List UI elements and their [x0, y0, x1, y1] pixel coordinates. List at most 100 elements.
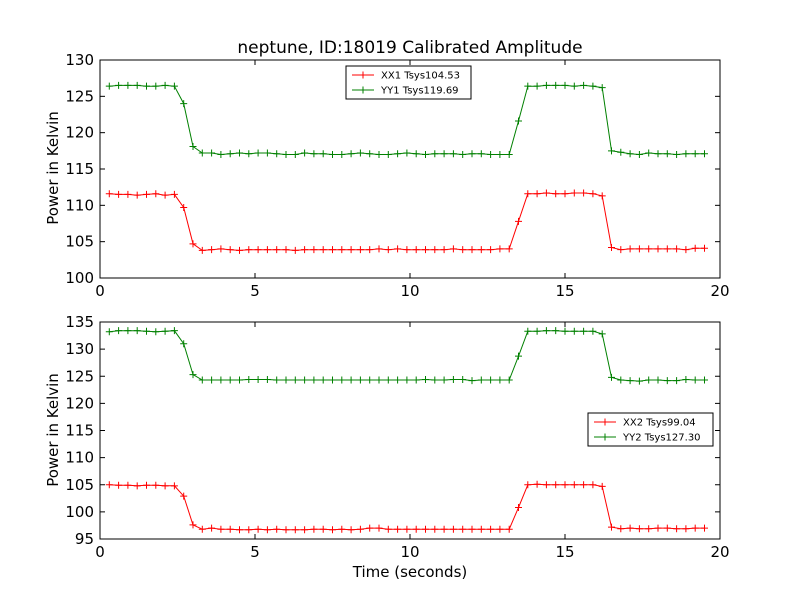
- data-point: [198, 149, 206, 157]
- data-point: [403, 149, 411, 157]
- x-tick-label: 20: [710, 543, 729, 561]
- data-point: [477, 246, 485, 254]
- y-axis-label-top: Power in Kelvin: [44, 111, 62, 225]
- data-point: [459, 525, 467, 533]
- data-point: [394, 150, 402, 158]
- data-point: [487, 246, 495, 254]
- data-point: [440, 525, 448, 533]
- data-point: [431, 376, 439, 384]
- x-tick-label: 0: [95, 282, 105, 300]
- data-point: [701, 244, 708, 252]
- data-point: [375, 524, 383, 532]
- data-point: [217, 525, 225, 533]
- data-point: [617, 246, 625, 254]
- data-point: [691, 524, 699, 532]
- data-point: [356, 525, 364, 533]
- data-point: [542, 189, 550, 197]
- data-point: [245, 376, 253, 384]
- data-point: [189, 521, 197, 529]
- data-point: [115, 327, 123, 335]
- chart-title: neptune, ID:18019 Calibrated Amplitude: [237, 38, 582, 58]
- data-point: [682, 376, 690, 384]
- data-point: [654, 150, 662, 158]
- data-point: [515, 117, 522, 125]
- data-point: [626, 245, 634, 253]
- data-point: [505, 150, 513, 158]
- data-point: [180, 492, 188, 500]
- bottom-panel: 0 5 10 15 20 95 100 105 110 115 120 125 130 135 XX2 Ts…: [65, 313, 729, 561]
- data-point: [115, 190, 123, 198]
- data-point: [691, 150, 699, 158]
- data-point: [598, 84, 606, 92]
- data-point: [654, 524, 662, 532]
- data-point: [542, 81, 550, 89]
- data-point: [329, 376, 336, 384]
- data-point: [236, 246, 243, 254]
- data-point: [552, 190, 560, 198]
- data-point: [654, 245, 662, 253]
- data-point: [598, 192, 606, 200]
- data-point: [375, 150, 383, 158]
- data-point: [673, 525, 681, 533]
- data-point: [496, 525, 504, 533]
- data-point: [608, 523, 615, 531]
- data-point: [366, 524, 374, 532]
- data-point: [143, 190, 150, 198]
- data-point: [291, 526, 299, 534]
- data-point: [682, 246, 690, 254]
- data-point: [301, 376, 309, 384]
- data-point: [394, 245, 402, 253]
- data-point: [645, 376, 653, 384]
- y-tick-label: 100: [65, 503, 94, 521]
- y-tick-label: 115: [65, 160, 94, 178]
- data-point: [245, 526, 253, 534]
- data-point: [161, 482, 169, 490]
- data-point: [487, 376, 495, 384]
- y-tick-label: 120: [65, 394, 94, 412]
- y-tick-label: 120: [65, 124, 94, 142]
- data-point: [403, 376, 411, 384]
- legend-marker: [601, 418, 609, 426]
- data-point: [310, 150, 318, 158]
- data-point: [589, 481, 597, 489]
- data-point: [282, 246, 290, 254]
- data-point: [431, 525, 439, 533]
- data-point: [570, 481, 578, 489]
- data-point: [254, 246, 262, 254]
- data-point: [143, 481, 150, 489]
- data-point: [115, 481, 123, 489]
- data-point: [542, 481, 550, 489]
- data-point: [263, 376, 271, 384]
- data-point: [310, 525, 318, 533]
- y-tick-label: 105: [65, 476, 94, 494]
- data-point: [449, 376, 457, 384]
- data-point: [431, 150, 439, 158]
- data-point: [384, 376, 392, 384]
- data-point: [282, 526, 290, 534]
- data-point: [384, 246, 392, 254]
- y-tick-label: 135: [65, 313, 94, 331]
- data-point: [226, 150, 234, 158]
- data-point: [626, 377, 634, 385]
- data-point: [598, 482, 606, 490]
- data-point: [701, 376, 708, 384]
- data-point: [152, 82, 160, 90]
- data-point: [180, 340, 188, 348]
- data-point: [347, 376, 355, 384]
- data-point: [273, 525, 281, 533]
- data-point: [580, 327, 588, 335]
- data-point: [673, 377, 681, 385]
- data-point: [263, 526, 271, 534]
- data-point: [496, 245, 504, 253]
- data-point: [654, 376, 662, 384]
- data-point: [105, 328, 113, 336]
- legend-marker: [601, 433, 609, 441]
- data-point: [161, 327, 169, 335]
- data-point: [412, 150, 420, 158]
- data-point: [635, 245, 643, 253]
- x-tick-label: 15: [555, 282, 574, 300]
- data-point: [691, 244, 699, 252]
- data-point: [366, 150, 374, 158]
- x-tick-label: 5: [250, 282, 260, 300]
- data-point: [319, 376, 327, 384]
